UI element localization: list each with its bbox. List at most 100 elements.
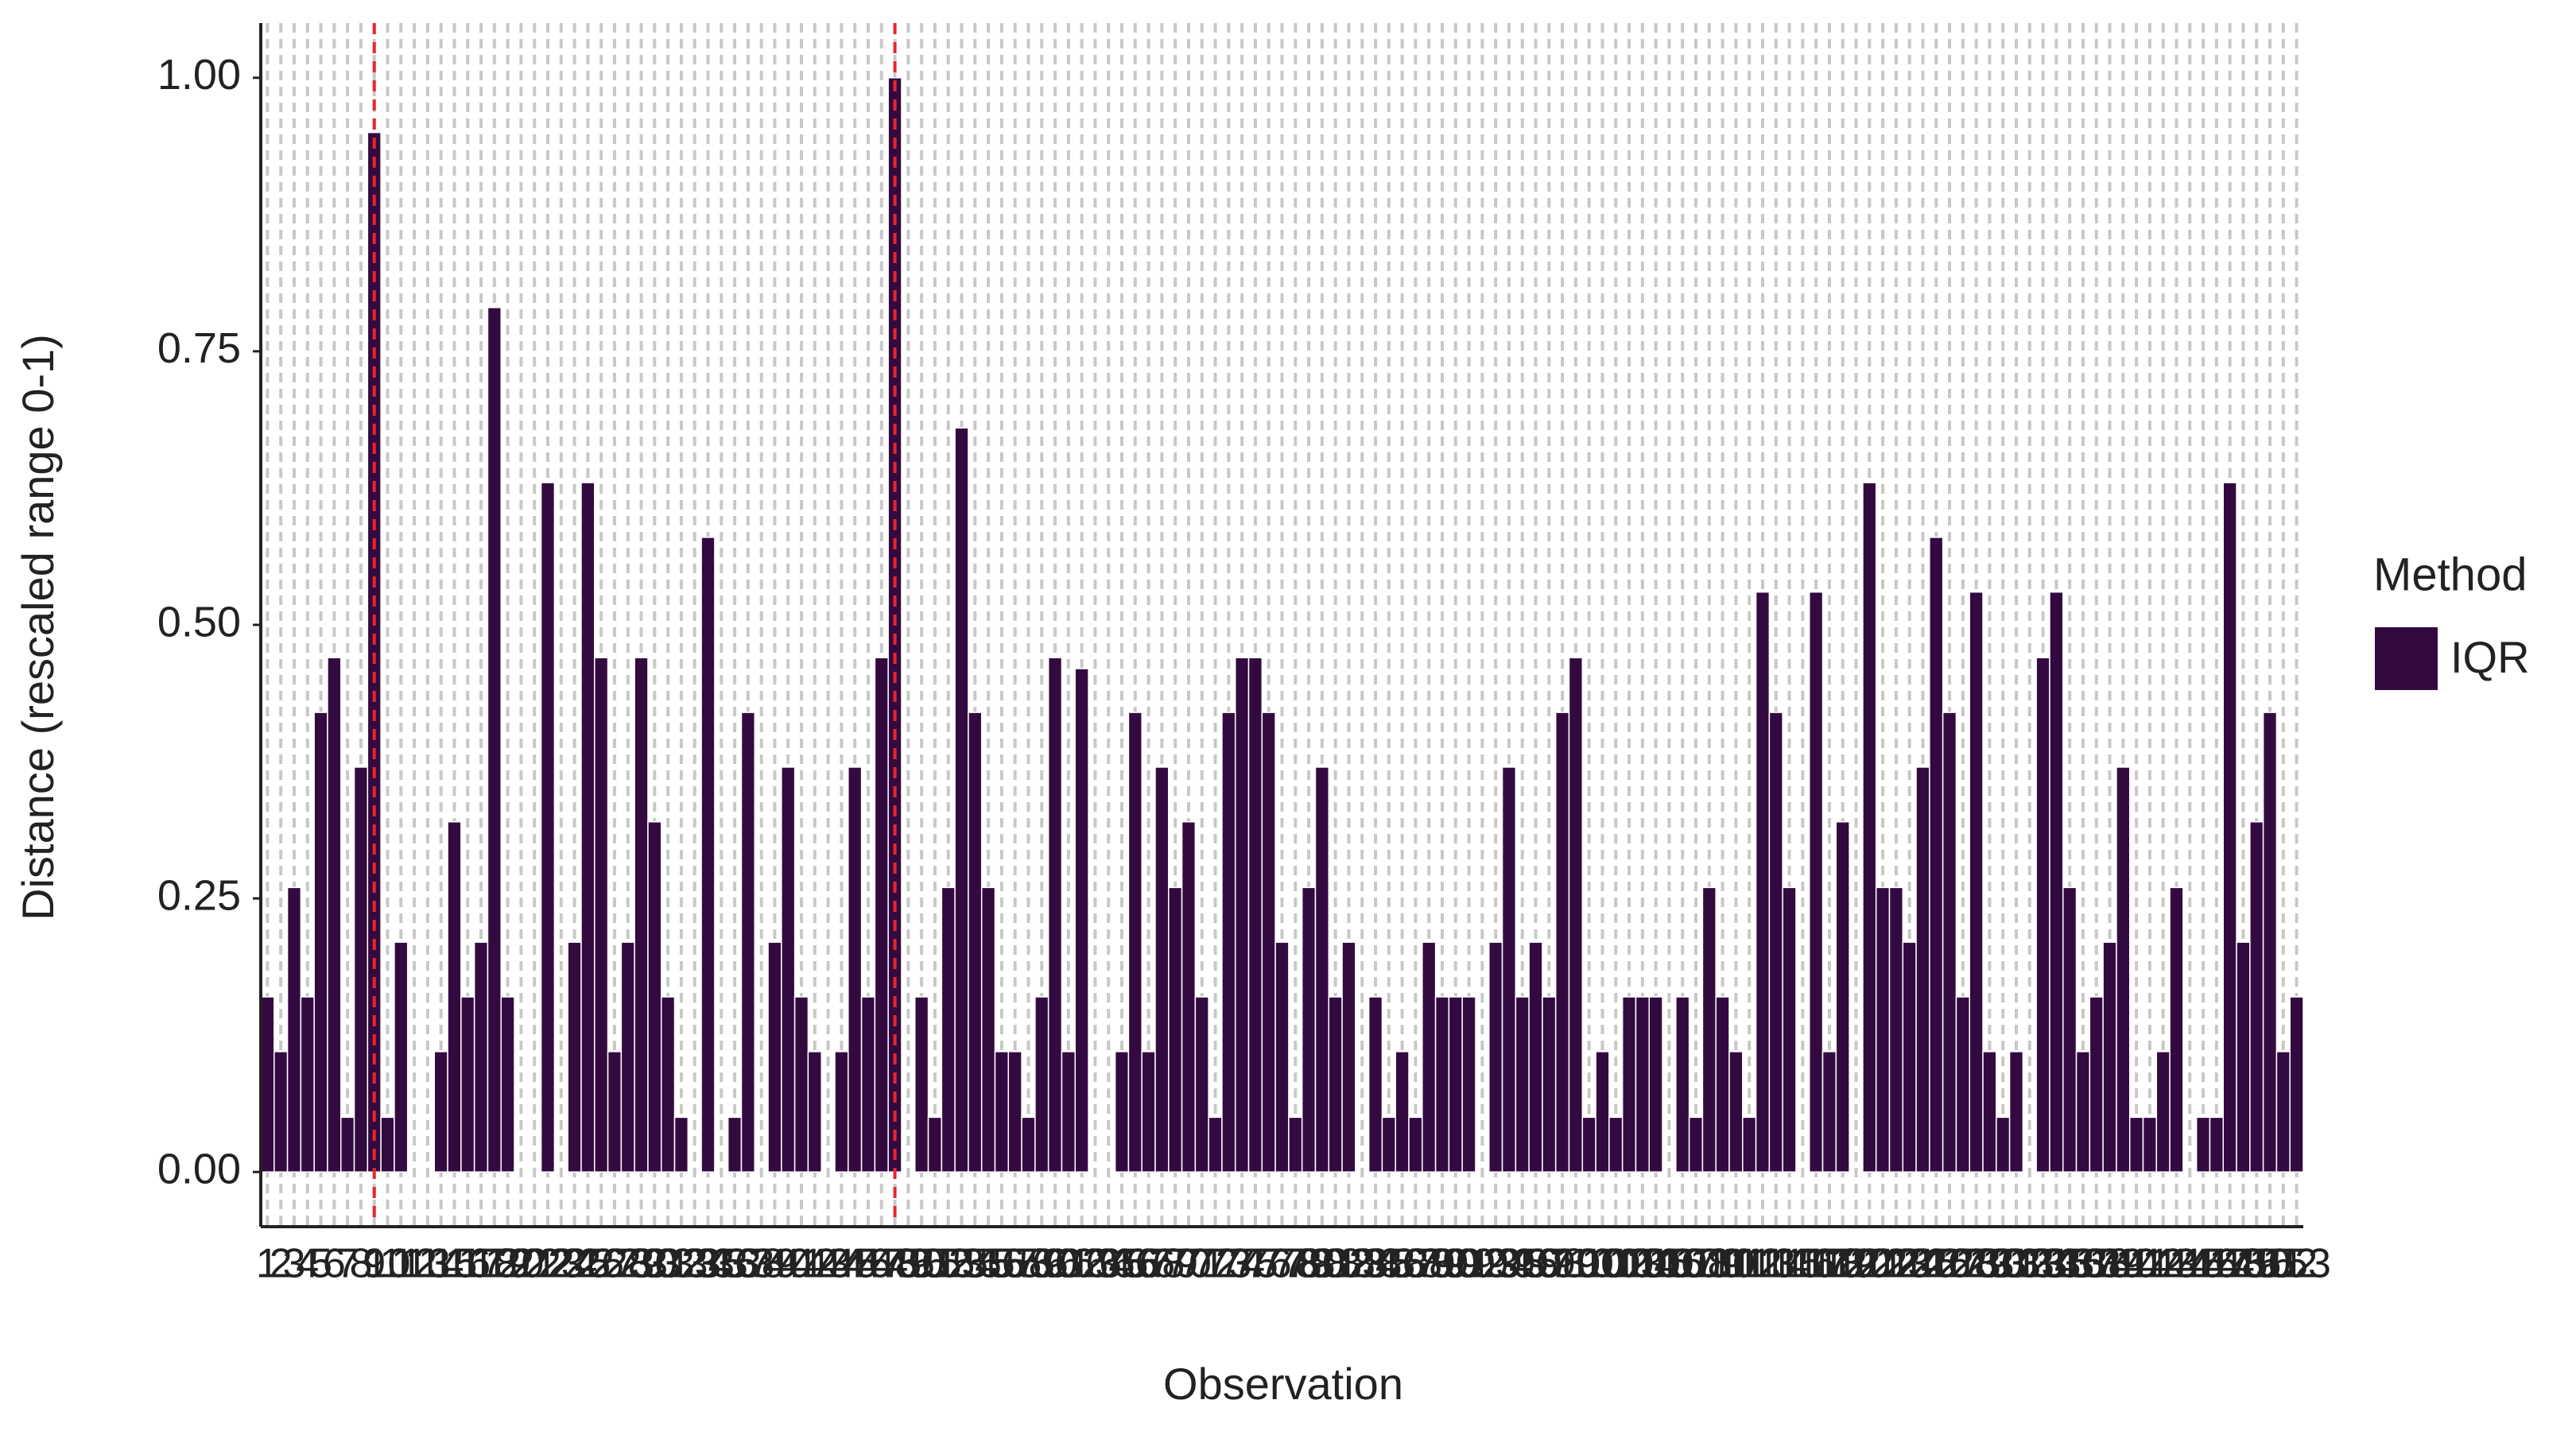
x-tick-label: 98 xyxy=(1539,1241,1585,1287)
bar xyxy=(313,712,328,1173)
x-tick-label: 7 xyxy=(336,1241,359,1287)
bar xyxy=(1715,996,1730,1173)
x-tick-label: 147 xyxy=(2182,1241,2251,1287)
bar xyxy=(1915,766,1930,1173)
bar xyxy=(994,1051,1010,1173)
x-tick-label: 46 xyxy=(845,1241,891,1287)
x-tick-label: 11 xyxy=(379,1241,422,1287)
x-tick-label: 146 xyxy=(2169,1241,2238,1287)
bar xyxy=(1288,1116,1303,1173)
x-tick-label: 151 xyxy=(2236,1241,2305,1287)
bar xyxy=(2155,1051,2171,1173)
bar xyxy=(2116,766,2131,1173)
bar xyxy=(2275,1051,2291,1173)
bar xyxy=(968,712,983,1173)
bar xyxy=(834,1051,849,1173)
bar xyxy=(1875,886,1891,1173)
x-tick-label: 22 xyxy=(525,1241,571,1287)
x-tick-label: 88 xyxy=(1406,1241,1452,1287)
bar xyxy=(1808,591,1824,1173)
x-tick-label: 101 xyxy=(1568,1241,1637,1287)
x-tick-label: 141 xyxy=(2102,1241,2171,1287)
bar xyxy=(2289,996,2304,1173)
x-tick-label: 107 xyxy=(1648,1241,1717,1287)
x-tick-label: 60 xyxy=(1032,1241,1078,1287)
x-tick-label: 50 xyxy=(898,1241,945,1287)
y-tick-label: 0.00 xyxy=(157,1145,241,1192)
x-tick-label: 72 xyxy=(1193,1241,1239,1287)
bar xyxy=(540,482,556,1173)
x-tick-label: 114 xyxy=(1743,1241,1809,1287)
bar xyxy=(1221,712,1236,1173)
bar xyxy=(2128,1116,2144,1173)
bar xyxy=(620,941,635,1173)
x-tick-label: 41 xyxy=(778,1241,824,1287)
x-tick-label: 42 xyxy=(792,1241,838,1287)
bar xyxy=(1515,996,1530,1173)
x-tick-label: 138 xyxy=(2062,1241,2131,1287)
x-tick-label: 105 xyxy=(1621,1241,1690,1287)
x-tick-label: 91 xyxy=(1446,1241,1492,1287)
x-tick-label: 71 xyxy=(1179,1241,1225,1287)
x-tick-label: 77 xyxy=(1259,1241,1305,1287)
x-tick-label: 12 xyxy=(391,1241,437,1287)
bar xyxy=(2236,941,2251,1173)
x-tick-label: 2 xyxy=(270,1241,293,1287)
x-tick-label: 122 xyxy=(1849,1241,1918,1287)
x-tick-label: 87 xyxy=(1392,1241,1438,1287)
bar xyxy=(1701,886,1717,1173)
legend-title: Method xyxy=(2373,549,2527,600)
bar xyxy=(2102,941,2117,1173)
bar xyxy=(447,820,462,1173)
bar xyxy=(660,996,676,1173)
x-tick-label: 150 xyxy=(2222,1241,2291,1287)
x-tick-label: 28 xyxy=(605,1241,651,1287)
x-tick-label: 67 xyxy=(1126,1241,1172,1287)
bar xyxy=(1448,996,1463,1173)
x-tick-label: 19 xyxy=(485,1241,531,1287)
x-tick-label: 119 xyxy=(1810,1241,1876,1287)
bar xyxy=(2035,657,2050,1173)
bar xyxy=(1782,886,1797,1173)
bar xyxy=(1208,1116,1223,1173)
x-tick-label: 99 xyxy=(1553,1241,1599,1287)
x-tick-label: 62 xyxy=(1059,1241,1105,1287)
x-tick-label: 44 xyxy=(818,1241,864,1287)
x-tick-label: 74 xyxy=(1219,1241,1265,1287)
x-tick-label: 63 xyxy=(1073,1241,1119,1287)
x-tick-label: 49 xyxy=(885,1241,931,1287)
x-tick-label: 144 xyxy=(2142,1241,2211,1287)
x-tick-label: 112 xyxy=(1717,1241,1783,1287)
x-tick-label: 130 xyxy=(1955,1241,2024,1287)
bar xyxy=(767,941,782,1173)
x-tick-label: 70 xyxy=(1166,1241,1212,1287)
x-tick-label: 94 xyxy=(1486,1241,1532,1287)
x-tick-label: 21 xyxy=(511,1241,557,1287)
x-tick-label: 149 xyxy=(2209,1241,2278,1287)
bar xyxy=(2089,996,2104,1173)
bar xyxy=(1542,996,1557,1173)
bar xyxy=(673,1116,689,1173)
x-tick-label: 118 xyxy=(1796,1241,1862,1287)
bar xyxy=(980,886,996,1173)
bar xyxy=(1608,1116,1624,1173)
x-tick-label: 69 xyxy=(1152,1241,1198,1287)
x-tick-label: 13 xyxy=(405,1241,451,1287)
bar xyxy=(1194,996,1209,1173)
legend-swatch xyxy=(2375,627,2438,690)
x-tick-label: 128 xyxy=(1928,1241,1997,1287)
x-tick-label: 135 xyxy=(2022,1241,2091,1287)
bar xyxy=(727,1116,743,1173)
bar xyxy=(1942,712,1957,1173)
bar xyxy=(1742,1116,1757,1173)
x-tick-label: 75 xyxy=(1232,1241,1278,1287)
bar xyxy=(2209,1116,2225,1173)
bar xyxy=(1422,941,1437,1173)
x-tick-label: 64 xyxy=(1085,1241,1131,1287)
bar xyxy=(1395,1051,1410,1173)
bar xyxy=(1902,941,1917,1173)
x-tick-label: 53 xyxy=(939,1241,985,1287)
bar xyxy=(1074,668,1089,1173)
bar xyxy=(339,1116,355,1173)
x-tick-label: 4 xyxy=(296,1241,319,1287)
